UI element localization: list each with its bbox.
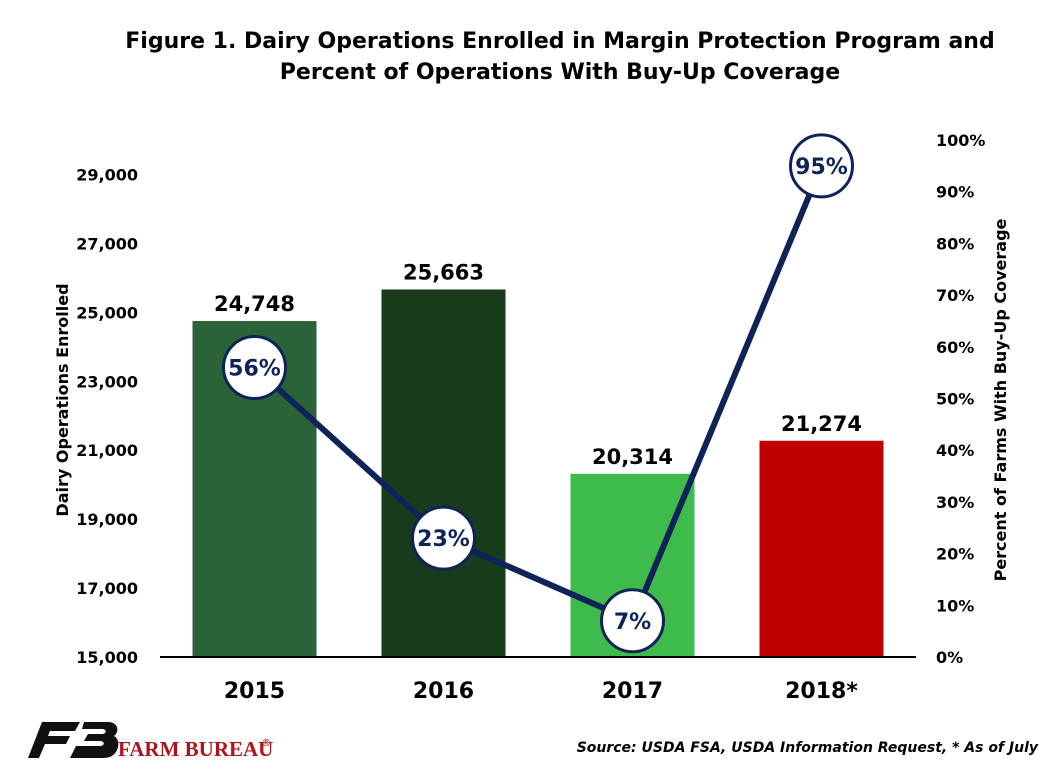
right-axis-ticks: 0% 10% 20% 30% 40% 50% 60% 70% 80% 90% 100% (936, 131, 985, 667)
percent-point-label: 23% (417, 527, 470, 552)
left-tick-label: 21,000 (76, 441, 138, 460)
percent-line (252, 164, 825, 624)
right-axis-label: Percent of Farms With Buy-Up Coverage (991, 218, 1010, 581)
percent-point-label: 56% (228, 356, 281, 381)
right-tick-label: 60% (936, 338, 974, 357)
left-tick-label: 17,000 (76, 579, 138, 598)
right-tick-label: 0% (936, 648, 963, 667)
bar (759, 440, 884, 657)
percent-line-series: 56% 23% 7% 95% (222, 133, 854, 654)
footer: FARM BUREAU ® Source: USDA FSA, USDA Inf… (28, 722, 1039, 761)
category-label: 2015 (224, 679, 285, 704)
brand-name: FARM BUREAU (118, 737, 273, 761)
bar-value-label: 24,748 (214, 292, 295, 316)
bar-value-labels: 24,748 25,663 20,314 21,274 (214, 260, 862, 468)
bar-series (192, 289, 884, 657)
left-tick-label: 19,000 (76, 510, 138, 529)
left-tick-label: 27,000 (76, 234, 138, 253)
bar-value-label: 20,314 (592, 445, 673, 469)
percent-point-label: 7% (614, 610, 651, 635)
brand-registered-mark: ® (262, 737, 270, 749)
right-tick-label: 90% (936, 183, 974, 202)
percent-point (600, 588, 665, 654)
right-tick-label: 80% (936, 234, 974, 253)
left-axis-ticks: 15,000 17,000 19,000 21,000 23,000 25,000 27,0… (76, 165, 138, 667)
right-tick-label: 100% (936, 131, 985, 150)
farm-bureau-fb-logo (28, 722, 119, 758)
right-tick-label: 50% (936, 390, 974, 409)
percent-point (222, 334, 287, 400)
left-tick-label: 29,000 (76, 165, 138, 184)
chart-title-line-2: Percent of Operations With Buy-Up Covera… (280, 60, 840, 85)
left-tick-label: 23,000 (76, 372, 138, 391)
category-label: 2017 (602, 679, 663, 704)
chart-title-line-1: Figure 1. Dairy Operations Enrolled in M… (125, 29, 994, 54)
right-tick-label: 20% (936, 545, 974, 564)
source-note: Source: USDA FSA, USDA Information Reque… (577, 740, 1039, 756)
right-tick-label: 40% (936, 441, 974, 460)
right-tick-label: 10% (936, 596, 974, 615)
right-tick-label: 30% (936, 493, 974, 512)
percent-point-label: 95% (795, 155, 848, 180)
category-label: 2016 (413, 679, 474, 704)
bar (381, 289, 506, 657)
bar-value-label: 21,274 (781, 412, 862, 436)
category-labels: 2015 2016 2017 2018* (224, 679, 858, 704)
percent-point (789, 133, 854, 199)
right-tick-label: 70% (936, 286, 974, 305)
left-tick-label: 25,000 (76, 303, 138, 322)
left-tick-label: 15,000 (76, 648, 138, 667)
left-axis-label: Dairy Operations Enrolled (53, 283, 72, 516)
bar-value-label: 25,663 (403, 260, 484, 284)
percent-point (411, 505, 476, 571)
category-label: 2018* (785, 679, 858, 704)
chart-title: Figure 1. Dairy Operations Enrolled in M… (125, 29, 994, 85)
